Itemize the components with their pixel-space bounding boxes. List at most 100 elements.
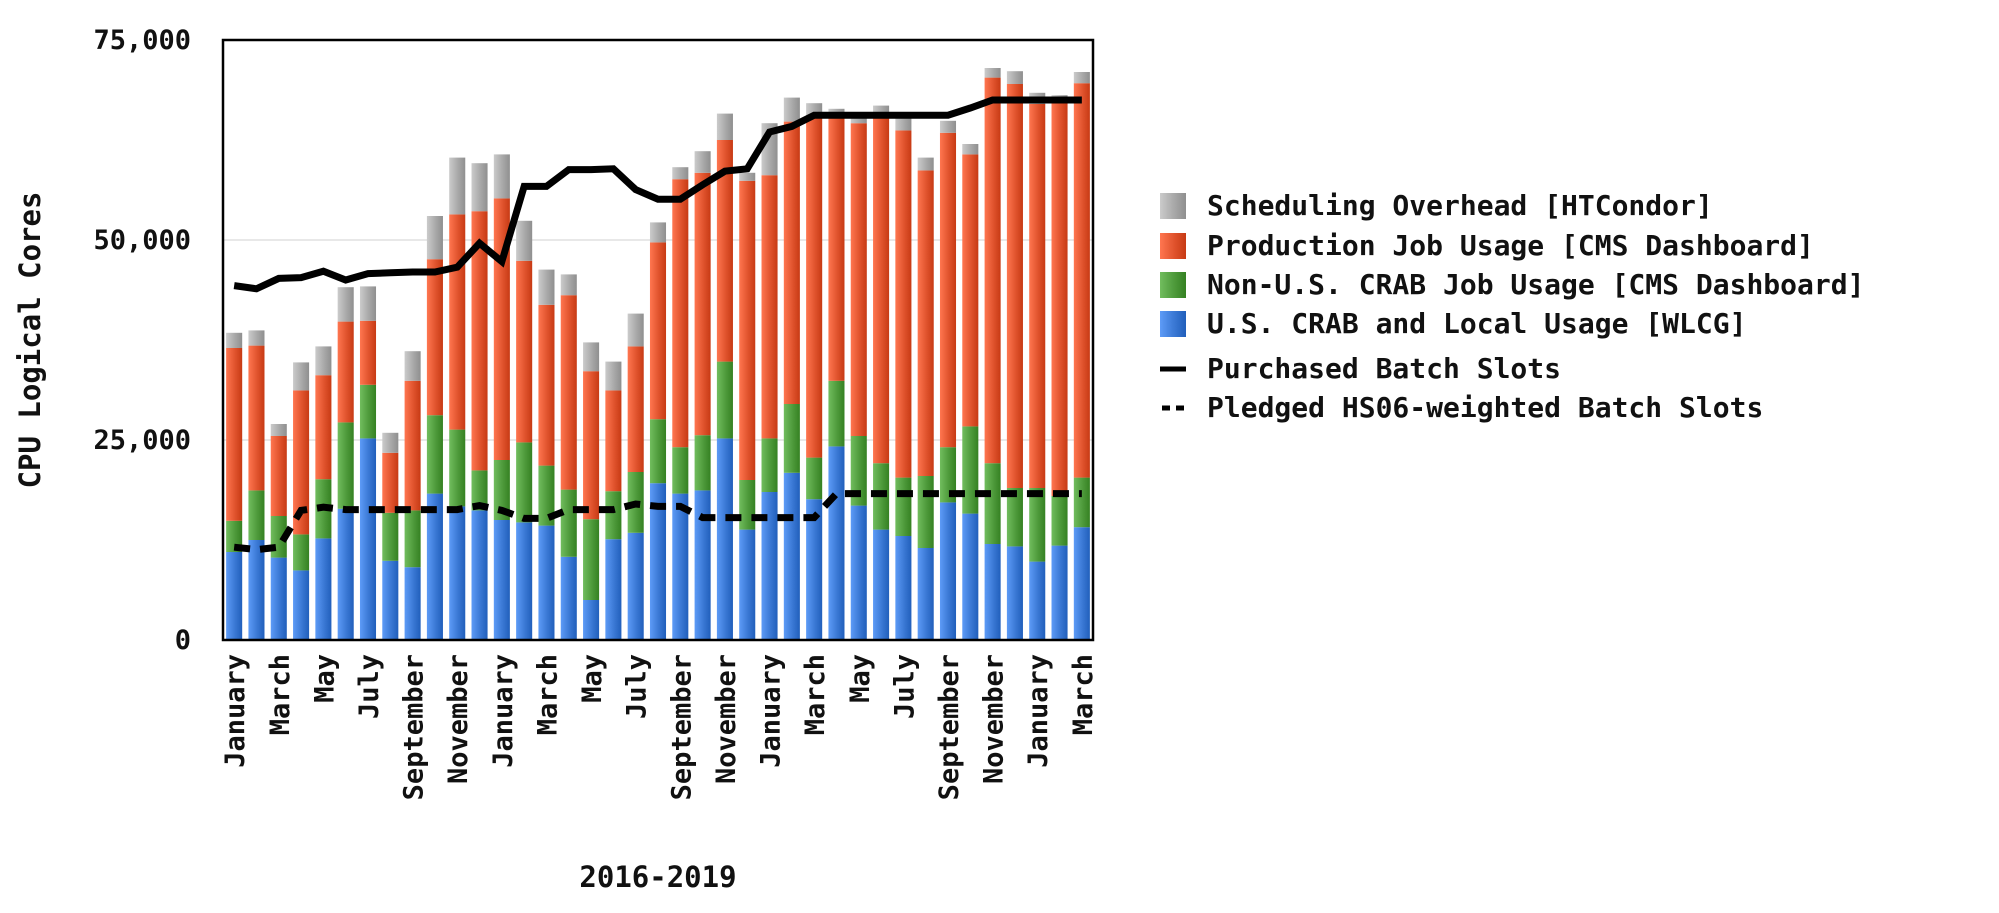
bar-u-s-crab-and-local-usage-wlcg	[583, 600, 600, 640]
bar-production-job-usage-cms-dashboard	[783, 121, 800, 404]
y-tick-label: 25,000	[93, 425, 191, 456]
bar-non-u-s-crab-job-usage-cms-dashboard	[404, 510, 421, 568]
x-tick-label: September	[399, 654, 430, 800]
bar-scheduling-overhead-htcondor	[270, 424, 287, 436]
bar-scheduling-overhead-htcondor	[337, 287, 354, 322]
bar-production-job-usage-cms-dashboard	[226, 348, 243, 521]
x-tick-label: March	[265, 654, 296, 735]
bar-production-job-usage-cms-dashboard	[560, 295, 577, 490]
x-tick-label: March	[532, 654, 563, 735]
bar-non-u-s-crab-job-usage-cms-dashboard	[649, 419, 667, 484]
bar-non-u-s-crab-job-usage-cms-dashboard	[962, 426, 979, 514]
legend-item: Production Job Usage [CMS Dashboard]	[1160, 229, 1814, 262]
legend-label: Non-U.S. CRAB Job Usage [CMS Dashboard]	[1207, 268, 1864, 301]
bar-u-s-crab-and-local-usage-wlcg	[649, 483, 667, 640]
plot-frame	[221, 38, 1095, 642]
bar-non-u-s-crab-job-usage-cms-dashboard	[359, 384, 377, 439]
bar-scheduling-overhead-htcondor	[226, 332, 243, 348]
bar-non-u-s-crab-job-usage-cms-dashboard	[382, 512, 399, 561]
x-tick-label: May	[845, 654, 876, 703]
bar-scheduling-overhead-htcondor	[560, 274, 577, 296]
bar-production-job-usage-cms-dashboard	[962, 154, 979, 427]
bar-non-u-s-crab-job-usage-cms-dashboard	[739, 480, 756, 530]
bar-u-s-crab-and-local-usage-wlcg	[739, 529, 756, 640]
bar-scheduling-overhead-htcondor	[649, 222, 667, 243]
x-tick-label: January	[220, 654, 251, 768]
bar-non-u-s-crab-job-usage-cms-dashboard	[560, 489, 577, 557]
bar-production-job-usage-cms-dashboard	[315, 375, 332, 480]
bar-non-u-s-crab-job-usage-cms-dashboard	[337, 422, 354, 509]
bar-u-s-crab-and-local-usage-wlcg	[895, 536, 912, 640]
legend-label: Pledged HS06-weighted Batch Slots	[1207, 391, 1763, 424]
bar-production-job-usage-cms-dashboard	[984, 77, 1001, 464]
bar-u-s-crab-and-local-usage-wlcg	[627, 532, 644, 640]
bar-u-s-crab-and-local-usage-wlcg	[538, 525, 555, 640]
bar-scheduling-overhead-htcondor	[895, 115, 912, 131]
line-pledged-hs06-weighted-batch-slots	[233, 490, 1082, 554]
bar-non-u-s-crab-job-usage-cms-dashboard	[293, 534, 310, 571]
bar-u-s-crab-and-local-usage-wlcg	[761, 492, 778, 640]
x-tick-label: July	[889, 654, 920, 719]
bar-production-job-usage-cms-dashboard	[761, 175, 778, 439]
bar-u-s-crab-and-local-usage-wlcg	[560, 556, 577, 640]
bar-scheduling-overhead-htcondor	[493, 154, 510, 199]
bar-non-u-s-crab-job-usage-cms-dashboard	[538, 465, 555, 526]
bar-u-s-crab-and-local-usage-wlcg	[1051, 545, 1068, 640]
bar-non-u-s-crab-job-usage-cms-dashboard	[828, 380, 845, 447]
bar-stacks	[226, 68, 1090, 640]
bar-non-u-s-crab-job-usage-cms-dashboard	[1073, 477, 1090, 528]
bar-non-u-s-crab-job-usage-cms-dashboard	[471, 470, 488, 511]
legend-label: Production Job Usage [CMS Dashboard]	[1207, 229, 1814, 262]
bar-u-s-crab-and-local-usage-wlcg	[426, 493, 443, 640]
line-purchased-batch-slots	[233, 96, 1082, 293]
bar-u-s-crab-and-local-usage-wlcg	[873, 529, 890, 640]
bar-u-s-crab-and-local-usage-wlcg	[984, 544, 1001, 640]
bar-u-s-crab-and-local-usage-wlcg	[359, 438, 377, 640]
bar-production-job-usage-cms-dashboard	[627, 346, 644, 472]
bar-u-s-crab-and-local-usage-wlcg	[226, 552, 243, 640]
bar-production-job-usage-cms-dashboard	[694, 172, 711, 436]
bar-u-s-crab-and-local-usage-wlcg	[806, 499, 823, 640]
bar-u-s-crab-and-local-usage-wlcg	[962, 513, 979, 640]
x-tick-label: November	[443, 654, 474, 784]
bar-production-job-usage-cms-dashboard	[449, 214, 466, 430]
x-tick-label: July	[354, 654, 385, 719]
x-tick-label: November	[711, 654, 742, 784]
x-tick-label: January	[1023, 654, 1054, 768]
bar-non-u-s-crab-job-usage-cms-dashboard	[426, 415, 443, 494]
bar-non-u-s-crab-job-usage-cms-dashboard	[672, 447, 689, 494]
bar-scheduling-overhead-htcondor	[248, 330, 265, 346]
bar-production-job-usage-cms-dashboard	[739, 180, 756, 481]
x-tick-label: November	[979, 654, 1010, 784]
bar-scheduling-overhead-htcondor	[471, 163, 488, 212]
bar-scheduling-overhead-htcondor	[739, 172, 756, 181]
x-tick-label: March	[800, 654, 831, 735]
bar-scheduling-overhead-htcondor	[783, 97, 800, 122]
bar-scheduling-overhead-htcondor	[984, 68, 1001, 78]
x-tick-label: September	[934, 654, 965, 800]
legend-item: Purchased Batch Slots	[1160, 352, 1561, 385]
bar-u-s-crab-and-local-usage-wlcg	[315, 538, 332, 640]
bar-production-job-usage-cms-dashboard	[716, 140, 733, 362]
legend-item: Non-U.S. CRAB Job Usage [CMS Dashboard]	[1160, 268, 1864, 301]
bar-u-s-crab-and-local-usage-wlcg	[783, 472, 800, 640]
y-axis-ticks: 0 25,000 50,000 75,000	[93, 25, 191, 656]
bar-u-s-crab-and-local-usage-wlcg	[672, 493, 689, 640]
bar-u-s-crab-and-local-usage-wlcg	[917, 548, 934, 640]
legend-item: U.S. CRAB and Local Usage [WLCG]	[1160, 307, 1746, 340]
bar-production-job-usage-cms-dashboard	[471, 211, 488, 471]
bar-production-job-usage-cms-dashboard	[1029, 104, 1046, 488]
bar-u-s-crab-and-local-usage-wlcg	[1029, 561, 1046, 640]
bar-non-u-s-crab-job-usage-cms-dashboard	[493, 460, 510, 520]
bar-u-s-crab-and-local-usage-wlcg	[1006, 546, 1023, 640]
bar-scheduling-overhead-htcondor	[382, 432, 399, 453]
bar-scheduling-overhead-htcondor	[605, 361, 622, 391]
bar-non-u-s-crab-job-usage-cms-dashboard	[449, 429, 466, 507]
legend-item: Scheduling Overhead [HTCondor]	[1160, 189, 1713, 222]
legend-swatch	[1160, 272, 1186, 298]
bar-production-job-usage-cms-dashboard	[873, 117, 890, 464]
bar-u-s-crab-and-local-usage-wlcg	[605, 539, 622, 640]
bar-u-s-crab-and-local-usage-wlcg	[270, 557, 287, 640]
bar-non-u-s-crab-job-usage-cms-dashboard	[761, 438, 778, 492]
bar-production-job-usage-cms-dashboard	[806, 116, 823, 458]
